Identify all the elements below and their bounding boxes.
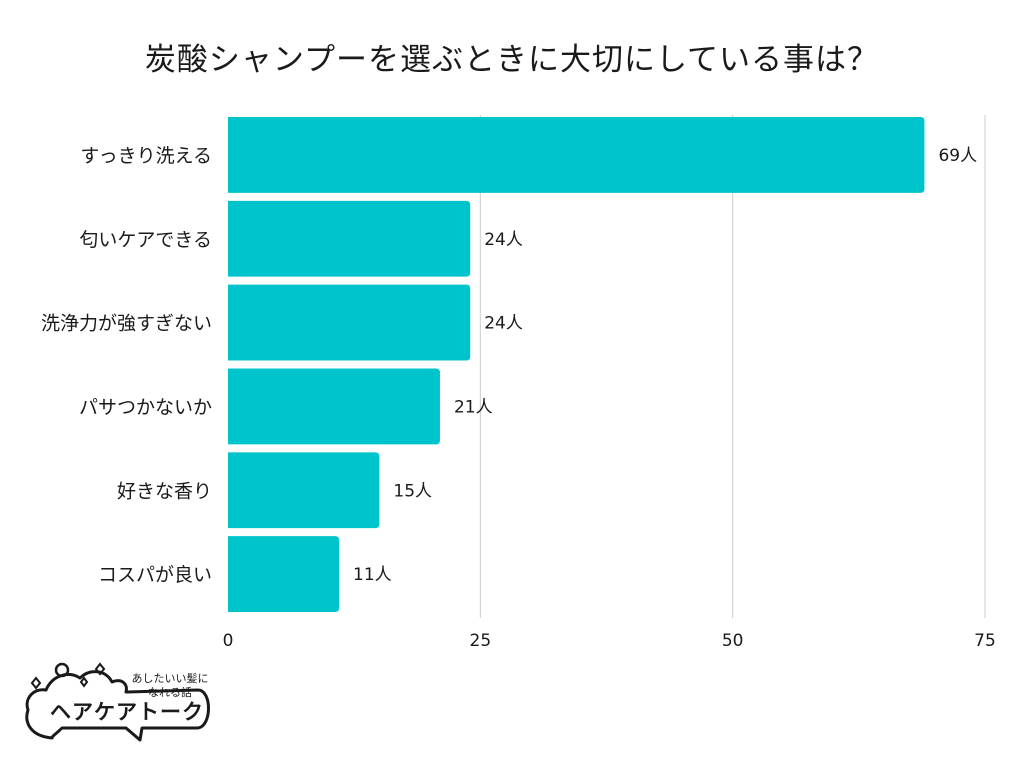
hair-care-talk-logo: あしたいい髪に なれる話 ヘアケアトーク <box>22 660 222 746</box>
logo-tagline-line1: あしたいい髪に <box>131 672 209 685</box>
value-label: 21人 <box>454 397 493 417</box>
logo-name: ヘアケアトーク <box>50 700 204 724</box>
logo-tagline-line2: なれる話 <box>148 686 192 699</box>
x-tick-label: 75 <box>974 631 996 651</box>
value-label: 11人 <box>353 565 392 585</box>
value-label: 15人 <box>393 481 432 501</box>
bar <box>228 452 380 529</box>
logo-bubble-icon <box>25 662 210 742</box>
value-label: 24人 <box>484 314 523 334</box>
category-label: 洗浄力が強すぎない <box>41 313 212 335</box>
logo-tagline: あしたいい髪に なれる話 <box>125 672 215 700</box>
category-label: コスパが良い <box>98 564 212 586</box>
x-tick-label: 50 <box>722 631 744 651</box>
value-label: 24人 <box>484 230 523 250</box>
bar <box>228 284 471 361</box>
x-tick-label: 25 <box>470 631 492 651</box>
category-label: 好きな香り <box>117 480 212 502</box>
chart-title: 炭酸シャンプーを選ぶときに大切にしている事は？ <box>144 42 880 78</box>
value-label: 69人 <box>938 146 977 166</box>
bar <box>228 536 340 612</box>
category-label: パサつかないか <box>79 396 212 418</box>
bar <box>228 368 440 445</box>
bar <box>228 117 925 193</box>
category-label: すっきり洗える <box>80 145 212 167</box>
bar <box>228 200 471 277</box>
category-label: 匂いケアできる <box>79 229 212 251</box>
x-tick-label: 0 <box>223 631 234 651</box>
